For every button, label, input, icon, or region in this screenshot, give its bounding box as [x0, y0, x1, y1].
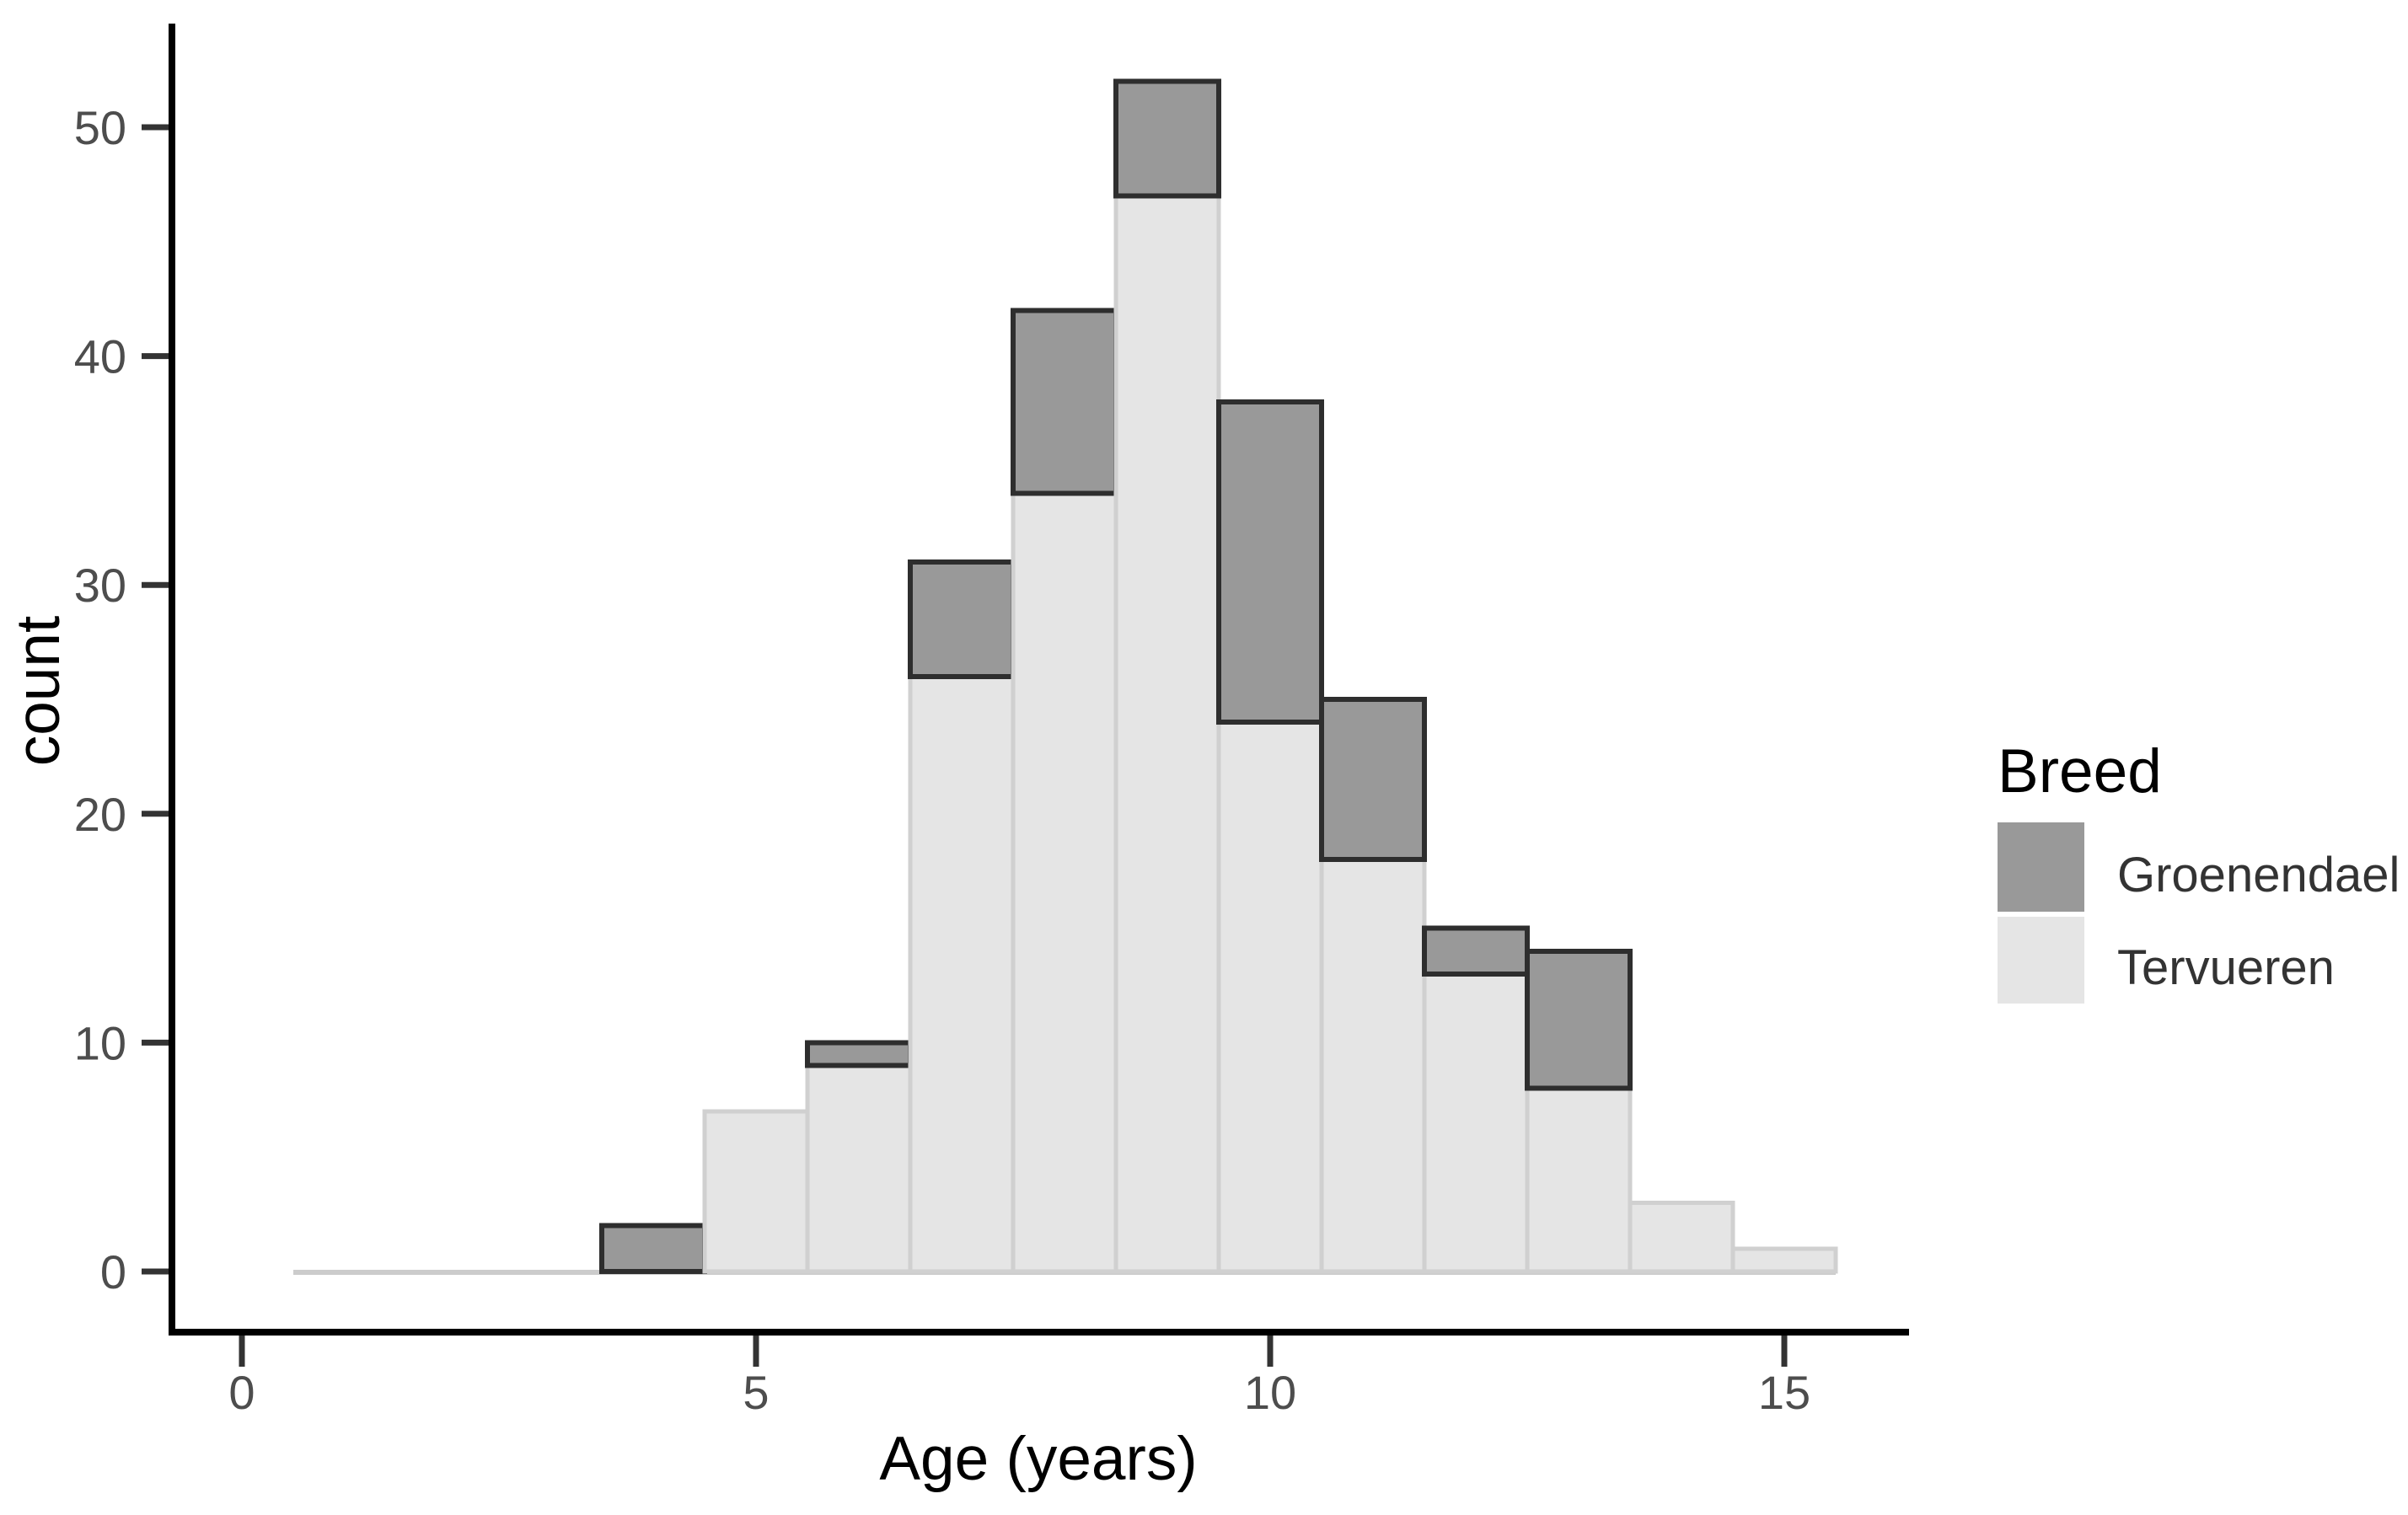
histogram-bar-segment-tervueren — [1113, 193, 1221, 1274]
y-axis-tick-label: 50 — [74, 101, 126, 154]
histogram-bar-segment-tervueren — [1525, 1086, 1633, 1274]
histogram-bar-segment-tervueren — [1422, 972, 1530, 1274]
y-axis-tick-label: 10 — [74, 1016, 126, 1069]
legend-swatch-tervueren — [1998, 917, 2084, 1004]
legend-label-tervueren: Tervueren — [2117, 940, 2335, 995]
legend-label-groenendael: Groenendael — [2117, 848, 2400, 902]
histogram-bar-segment-tervueren — [805, 1063, 913, 1274]
x-axis-tick-label: 5 — [743, 1366, 769, 1419]
x-axis-tick-label: 15 — [1758, 1366, 1810, 1419]
x-axis-tick-label: 0 — [228, 1366, 255, 1419]
histogram-bar-segment-tervueren — [1319, 857, 1427, 1274]
y-axis-title: count — [4, 616, 72, 767]
legend-title: Breed — [1998, 737, 2162, 806]
histogram-bar-segment-tervueren — [1011, 491, 1118, 1274]
histogram-bar-segment-tervueren — [1216, 720, 1324, 1274]
x-axis-tick-label: 10 — [1244, 1366, 1296, 1419]
histogram-bar-segment-groenendael — [1113, 78, 1221, 199]
histogram-bar-segment-groenendael — [1319, 697, 1427, 863]
y-axis-tick-label: 20 — [74, 788, 126, 841]
x-axis-title: Age (years) — [879, 1425, 1197, 1493]
histogram-bar-segment-groenendael — [908, 559, 1016, 679]
histogram-bar-segment-groenendael — [1525, 948, 1633, 1091]
ticks-layer: 0 10 20 30 40 50 0 5 10 15 — [74, 101, 1810, 1419]
histogram-bar-segment-groenendael — [805, 1040, 913, 1068]
legend: Breed Groenendael Tervueren — [1998, 737, 2400, 1004]
bars-layer — [599, 78, 1838, 1275]
histogram-bar-segment-groenendael — [1216, 399, 1324, 725]
histogram-bar-segment-tervueren — [702, 1109, 810, 1274]
histogram-bar-segment-tervueren — [1730, 1246, 1838, 1274]
histogram-bar-segment-tervueren — [1628, 1201, 1735, 1274]
legend-swatch-groenendael — [1998, 822, 2084, 912]
y-axis-tick-label: 30 — [74, 559, 126, 612]
y-axis-tick-label: 0 — [100, 1245, 126, 1298]
y-axis-tick-label: 40 — [74, 330, 126, 383]
histogram-bar-segment-groenendael — [599, 1223, 707, 1275]
histogram-bar-segment-groenendael — [1011, 308, 1118, 496]
histogram-bar-segment-groenendael — [1422, 925, 1530, 977]
histogram-bar-segment-tervueren — [908, 674, 1016, 1274]
